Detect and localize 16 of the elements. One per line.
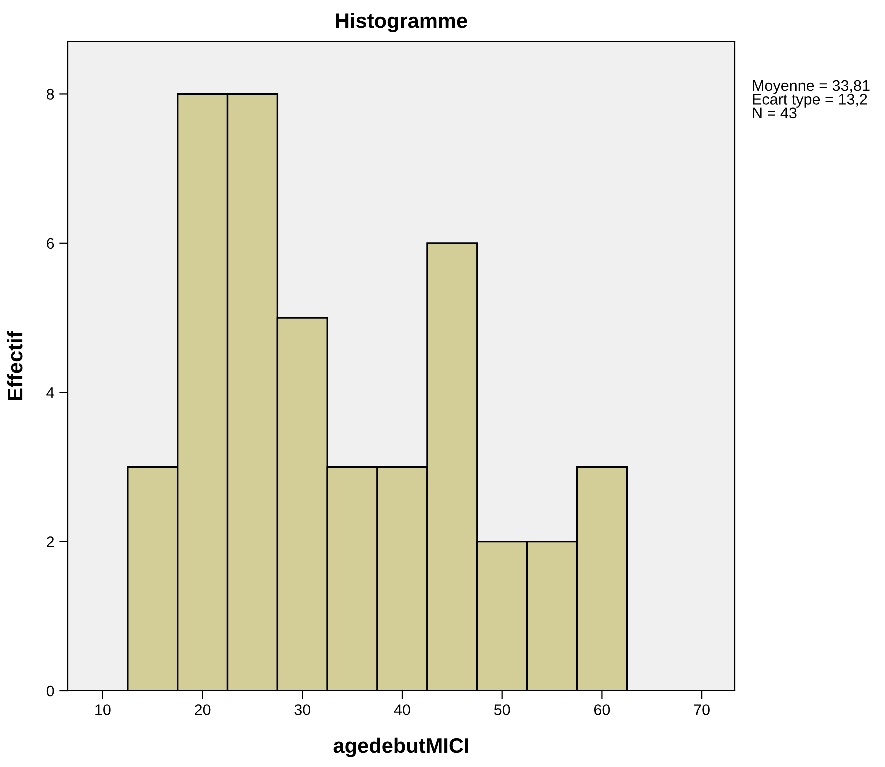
y-tick-label: 4 xyxy=(46,388,54,398)
x-tick-label: 20 xyxy=(195,704,211,716)
y-tick-label: 2 xyxy=(47,536,54,548)
x-tick-label: 30 xyxy=(294,704,311,716)
text: Moyenne = 33,81 Ecart type = 13,2 N = 43 xyxy=(753,80,870,119)
y-tick-label: 0 xyxy=(46,686,54,697)
x-tick-label: 50 xyxy=(494,704,510,716)
x-axis-title: agedebutMICI xyxy=(334,738,468,758)
x-tick-label: 70 xyxy=(694,704,710,716)
x-tick-label: 40 xyxy=(394,704,410,716)
chart-title: Histogramme xyxy=(336,13,468,33)
x-tick-label: 60 xyxy=(594,704,610,716)
y-tick-label: 6 xyxy=(47,238,54,250)
y-axis-title: Effectif xyxy=(7,331,23,400)
x-tick-label: 10 xyxy=(96,704,111,716)
y-tick-label: 8 xyxy=(46,89,54,100)
